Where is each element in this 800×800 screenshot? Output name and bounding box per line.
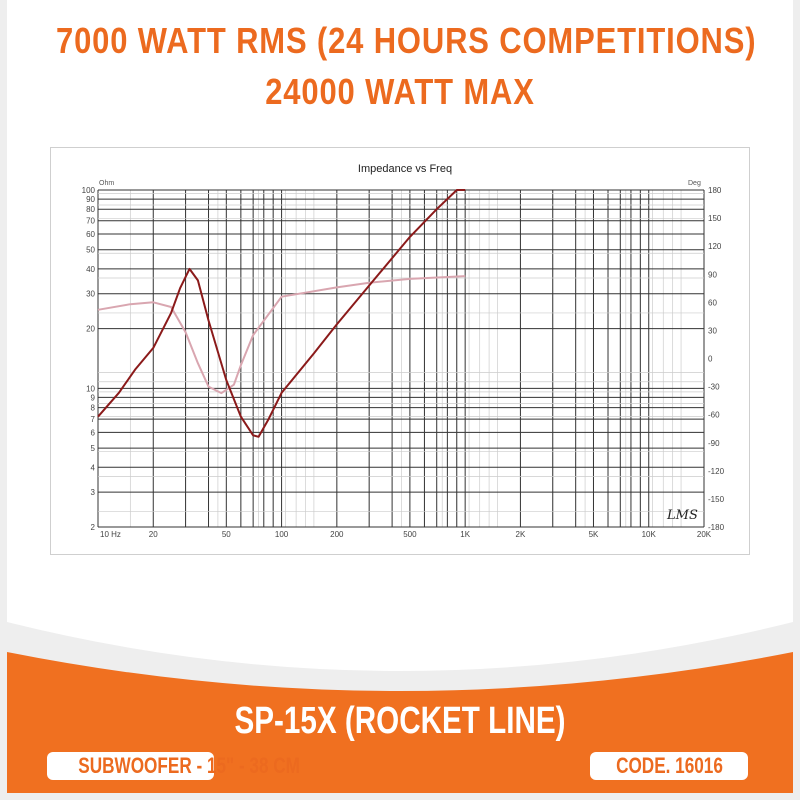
y-tick-label: 3 (91, 488, 96, 497)
phase-curve (97, 275, 466, 395)
y-tick-label: 80 (86, 205, 95, 214)
y-tick-label: 30 (86, 290, 95, 299)
x-tick-label: 1K (460, 530, 470, 539)
x-tick-label: 50 (222, 530, 231, 539)
y2-tick-label: -180 (708, 523, 725, 532)
x-tick-label: 100 (275, 530, 289, 539)
x-tick-label: 10 Hz (100, 530, 121, 539)
y-tick-label: 60 (86, 230, 95, 239)
y-tick-label: 5 (91, 444, 96, 453)
x-tick-label: 20 (149, 530, 158, 539)
y2-axis-label: Deg (688, 180, 701, 187)
lms-watermark: LMS (666, 508, 698, 523)
x-tick-label: 2K (516, 530, 526, 539)
y-tick-label: 50 (86, 246, 95, 255)
x-tick-label: 10K (642, 530, 657, 539)
type-badge: SUBWOOFER - 15" - 38 CM (47, 752, 300, 780)
y2-tick-label: 60 (708, 298, 717, 307)
y2-tick-label: 180 (708, 186, 722, 195)
y2-tick-label: -30 (708, 383, 720, 392)
y-tick-label: 20 (86, 325, 95, 334)
y2-tick-label: 150 (708, 214, 722, 223)
y2-tick-label: -120 (708, 467, 725, 476)
headline-max: 24000 WATT MAX (265, 71, 535, 112)
chart-frame (50, 147, 750, 555)
chart-title: Impedance vs Freq (358, 163, 452, 175)
y2-tick-label: -90 (708, 439, 720, 448)
headline-rms: 7000 WATT RMS (24 HOURS COMPETITIONS) (56, 20, 757, 61)
y-tick-label: 100 (82, 186, 96, 195)
y-tick-label: 9 (91, 393, 96, 402)
code-badge: CODE. 16016 (590, 752, 748, 780)
y2-tick-label: 30 (708, 326, 717, 335)
x-tick-label: 20K (697, 530, 712, 539)
y2-tick-label: 0 (708, 355, 713, 364)
y-tick-label: 8 (91, 404, 96, 413)
model-name: SP-15X (ROCKET LINE) (234, 700, 566, 742)
y-tick-label: 40 (86, 265, 95, 274)
y-tick-label: 2 (91, 523, 96, 532)
y-tick-label: 7 (91, 415, 96, 424)
y-axis-label: Ohm (99, 180, 114, 187)
y2-tick-label: 90 (708, 270, 717, 279)
impedance-chart: Impedance vs Freq Ohm Deg LMS 2345678910… (82, 163, 725, 539)
y-tick-label: 10 (86, 384, 95, 393)
impedance-curve (97, 189, 466, 438)
type-text: SUBWOOFER - 15" - 38 CM (78, 753, 300, 778)
y-tick-label: 70 (86, 217, 95, 226)
y-tick-label: 90 (86, 195, 95, 204)
code-text: CODE. 16016 (615, 753, 723, 778)
y2-tick-label: 120 (708, 242, 722, 251)
y2-tick-label: -150 (708, 495, 725, 504)
x-tick-label: 5K (589, 530, 599, 539)
y2-tick-label: -60 (708, 411, 720, 420)
y-tick-label: 4 (91, 463, 96, 472)
x-tick-label: 200 (330, 530, 344, 539)
y-tick-label: 6 (91, 428, 96, 437)
x-tick-label: 500 (403, 530, 417, 539)
